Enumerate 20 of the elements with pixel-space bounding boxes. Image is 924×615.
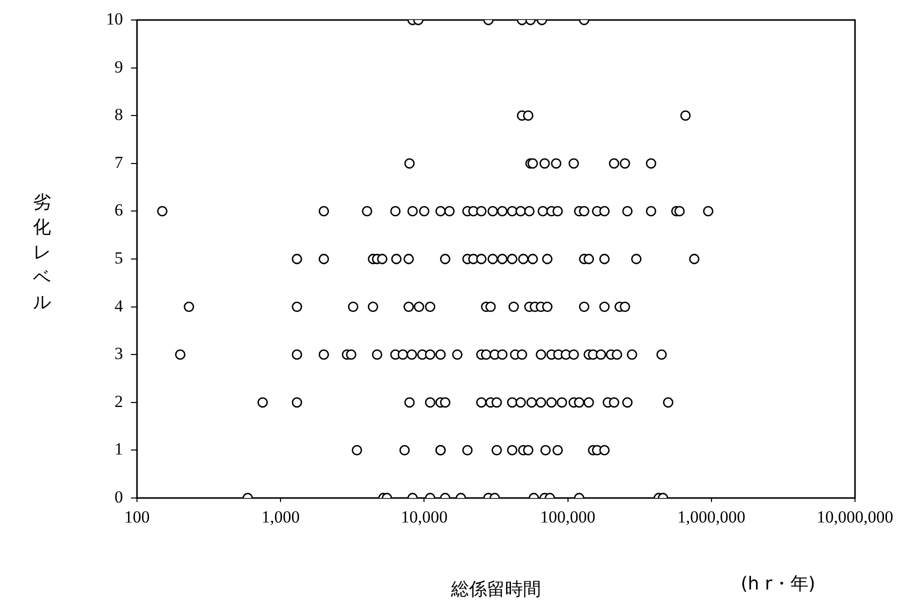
y-tick-label: 3 [114,344,123,364]
y-tick-label: 7 [114,152,124,172]
y-tick-label: 4 [114,296,124,316]
x-tick-label: 100,000 [540,508,596,527]
y-tick-label: 1 [114,440,123,459]
y-tick-label: 5 [114,248,123,268]
y-tick-label: 8 [114,105,123,124]
y-tick-label: 6 [114,200,123,220]
x-tick-label: 100 [124,508,150,527]
y-tick-label: 9 [114,57,123,76]
y-axis-title: 劣化レベル [32,191,52,315]
x-tick-label: 1,000 [261,508,300,527]
text: (h r・年) [740,574,816,595]
y-tick-label: 0 [114,487,123,506]
x-tick-label: 10,000 [400,508,448,527]
x-tick-label: 1,000,000 [677,508,746,527]
y-tick-label: 10 [106,9,123,28]
y-tick-label: 2 [114,392,123,411]
x-axis-title: 総係留時間 [450,578,541,600]
x-tick-label: 10,000,000 [816,508,894,527]
